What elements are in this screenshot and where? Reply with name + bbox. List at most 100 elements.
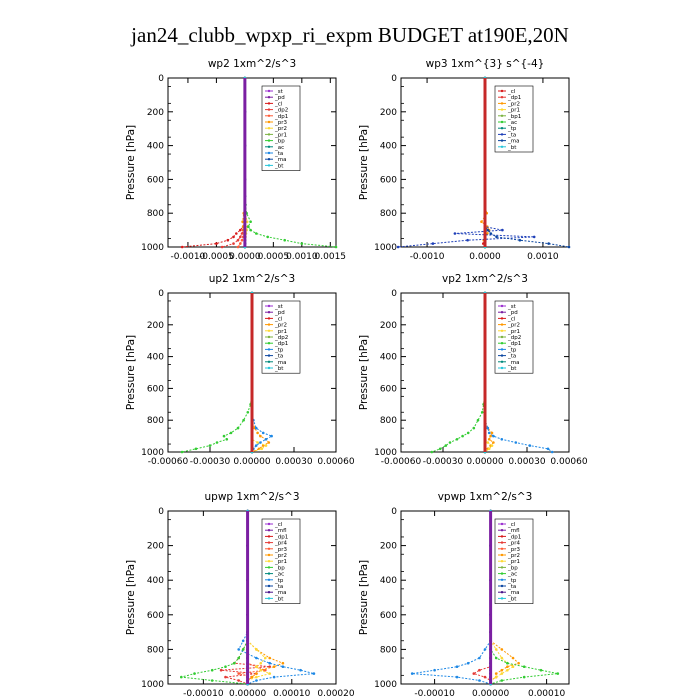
legend-marker — [267, 139, 271, 142]
legend-marker — [500, 89, 504, 93]
y-tick-label: 0 — [391, 507, 397, 517]
data-point — [256, 431, 259, 435]
data-point — [268, 656, 272, 660]
data-point — [312, 672, 316, 675]
legend-label: _cl — [507, 316, 516, 322]
x-tick-label: 0.00060 — [550, 457, 587, 467]
legend-marker — [267, 329, 271, 332]
legend-label: _pd — [507, 310, 518, 316]
y-tick-label: 200 — [147, 108, 164, 118]
legend-label: _pr2 — [274, 553, 287, 559]
data-point — [487, 438, 491, 441]
y-tick-label: 800 — [380, 645, 397, 655]
y-tick-label: 1000 — [141, 680, 164, 690]
x-tick-label: -0.00060 — [381, 457, 422, 467]
y-tick-label: 600 — [147, 384, 164, 394]
data-point — [500, 672, 504, 675]
legend-label: _ta — [507, 132, 516, 138]
legend-label: _pr4 — [274, 541, 288, 547]
data-point — [546, 447, 550, 451]
data-point — [480, 411, 484, 414]
data-point — [283, 238, 287, 242]
legend-marker — [500, 354, 504, 357]
data-point — [249, 220, 252, 223]
legend-label: _dp1 — [274, 534, 288, 540]
data-point — [506, 668, 509, 672]
data-point — [483, 675, 487, 679]
x-tick-label: 0.0010 — [286, 252, 318, 262]
data-point — [522, 675, 526, 679]
data-point — [215, 242, 218, 245]
legend-label: _bp1 — [507, 114, 521, 120]
data-point — [433, 668, 436, 672]
legend-marker — [500, 348, 504, 351]
legend-marker — [500, 566, 504, 569]
legend-label: _pr2 — [274, 126, 287, 132]
legend-marker — [267, 354, 271, 357]
data-point — [225, 438, 229, 441]
y-tick-label: 800 — [147, 209, 164, 219]
legend-label: _tp — [507, 126, 517, 132]
legend-marker — [500, 584, 504, 588]
legend-label: _pr1 — [274, 559, 287, 565]
data-point — [270, 434, 273, 438]
legend-label: _ta — [507, 584, 516, 590]
legend-marker — [500, 553, 504, 557]
data-point — [500, 648, 504, 651]
legend-marker — [267, 522, 271, 526]
x-tick-label: -0.00060 — [148, 457, 189, 467]
y-tick-label: 0 — [391, 289, 397, 299]
data-point — [522, 665, 526, 668]
y-tick-label: 400 — [380, 142, 397, 152]
y-axis-label: Pressure [hPa] — [358, 560, 370, 635]
data-point — [236, 238, 240, 242]
y-tick-label: 600 — [380, 175, 397, 185]
series-line — [472, 511, 492, 684]
data-point — [224, 665, 227, 668]
data-point — [180, 675, 183, 679]
data-point — [489, 434, 492, 438]
y-tick-label: 600 — [380, 611, 397, 621]
legend-label: _ma — [507, 139, 519, 145]
data-point — [194, 447, 198, 451]
chart-title: up2 1xm^2/s^3 — [209, 273, 295, 285]
legend-label: _ma — [274, 590, 286, 596]
data-point — [478, 679, 481, 682]
y-tick-label: 1000 — [141, 448, 164, 458]
legend-marker — [500, 541, 504, 544]
data-point — [264, 656, 267, 660]
data-point — [237, 648, 240, 651]
legend-label: _pr3 — [274, 120, 288, 126]
y-tick-label: 1000 — [374, 243, 397, 253]
legend-marker — [267, 366, 271, 370]
legend-marker — [267, 572, 271, 575]
data-point — [556, 672, 560, 675]
data-point — [472, 672, 476, 675]
x-tick-label: 0.0000 — [469, 252, 501, 262]
legend-label: _bt — [274, 366, 284, 372]
legend-label: _bt — [507, 145, 517, 151]
legend-marker — [267, 127, 271, 130]
data-point — [237, 656, 240, 660]
legend-label: _pr1 — [274, 132, 287, 138]
legend-marker — [267, 102, 271, 105]
data-point — [495, 235, 498, 239]
legend-marker — [267, 317, 271, 320]
legend-marker — [500, 342, 504, 345]
data-point — [281, 665, 285, 668]
y-axis-label: Pressure [hPa] — [125, 125, 137, 200]
x-tick-label: -0.0010 — [410, 252, 445, 262]
data-point — [233, 661, 236, 665]
data-point — [210, 679, 214, 682]
legend-label: _dp1 — [274, 114, 288, 120]
legend-label: _ac — [274, 145, 284, 151]
y-tick-label: 600 — [147, 611, 164, 621]
plot-frame — [167, 77, 337, 248]
legend-label: _pr1 — [507, 559, 520, 565]
legend-marker — [267, 158, 271, 161]
figure-suptitle: jan24_clubb_wpxp_ri_expm BUDGET at190E,2… — [130, 23, 569, 47]
legend-marker — [500, 139, 504, 142]
legend-label: _pr2 — [507, 553, 520, 559]
data-point — [255, 656, 258, 660]
x-tick-label: 0.00000 — [233, 457, 270, 467]
